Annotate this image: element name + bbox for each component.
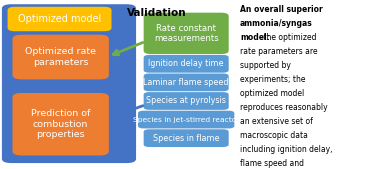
Text: Prediction of
combustion
properties: Prediction of combustion properties: [31, 109, 90, 139]
Text: Laminar flame speed: Laminar flame speed: [143, 78, 229, 87]
FancyBboxPatch shape: [12, 35, 109, 79]
Text: model:: model:: [240, 33, 270, 42]
Text: experiments; the: experiments; the: [240, 75, 305, 84]
Text: Rate constant
measurements: Rate constant measurements: [154, 24, 218, 43]
Text: Optimized model: Optimized model: [18, 14, 101, 24]
FancyBboxPatch shape: [144, 13, 229, 54]
Text: optimized model: optimized model: [240, 89, 304, 98]
Text: macroscopic data: macroscopic data: [240, 131, 308, 140]
Text: reproduces reasonably: reproduces reasonably: [240, 103, 328, 112]
Text: flame speed and: flame speed and: [240, 159, 304, 168]
Text: Species in jet-stirred reactor: Species in jet-stirred reactor: [133, 117, 239, 123]
Text: including ignition delay,: including ignition delay,: [240, 145, 333, 154]
Text: supported by: supported by: [240, 61, 291, 70]
FancyBboxPatch shape: [8, 7, 112, 31]
Text: Validation: Validation: [127, 8, 187, 18]
FancyBboxPatch shape: [2, 4, 136, 163]
FancyBboxPatch shape: [12, 93, 109, 155]
FancyBboxPatch shape: [144, 129, 229, 147]
Text: an extensive set of: an extensive set of: [240, 117, 313, 126]
Text: rate parameters are: rate parameters are: [240, 47, 318, 56]
Text: Ignition delay time: Ignition delay time: [149, 59, 224, 68]
FancyBboxPatch shape: [144, 55, 229, 73]
Text: Species in flame: Species in flame: [153, 134, 219, 143]
FancyBboxPatch shape: [138, 111, 234, 128]
Text: ammonia/syngas: ammonia/syngas: [240, 19, 313, 28]
Text: Optimized rate
parameters: Optimized rate parameters: [25, 47, 96, 67]
FancyBboxPatch shape: [144, 92, 229, 110]
Text: the optimized: the optimized: [261, 33, 316, 42]
FancyBboxPatch shape: [144, 74, 229, 91]
Text: Species at pyrolysis: Species at pyrolysis: [146, 96, 226, 105]
Text: An overall superior: An overall superior: [240, 5, 323, 14]
